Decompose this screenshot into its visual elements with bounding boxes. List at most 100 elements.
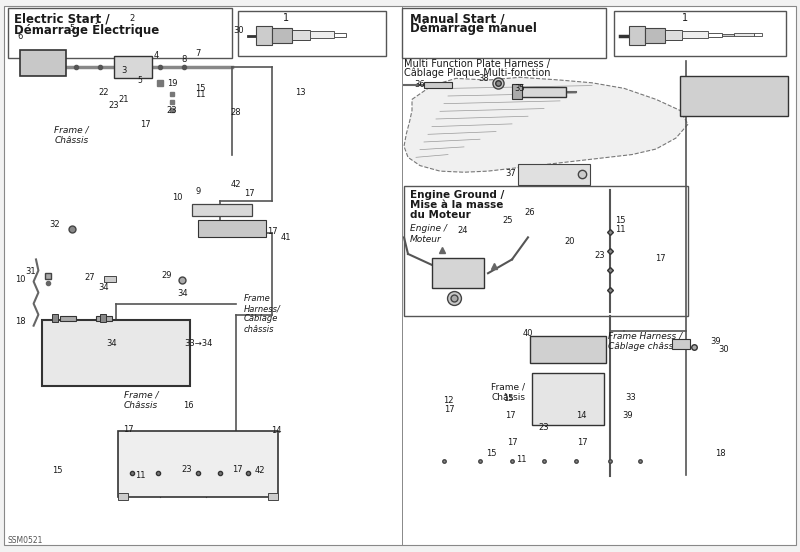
- Text: 23: 23: [108, 102, 119, 110]
- Text: 23: 23: [594, 251, 606, 259]
- Text: 6: 6: [18, 32, 22, 41]
- Bar: [754, 33, 762, 36]
- Text: 17: 17: [140, 120, 151, 129]
- Bar: [114, 56, 152, 78]
- Text: 23: 23: [166, 106, 178, 115]
- Text: 25: 25: [502, 216, 514, 225]
- Bar: [52, 314, 58, 322]
- Text: Electric Start /: Electric Start /: [14, 12, 110, 25]
- Text: 35: 35: [514, 84, 526, 93]
- Bar: [708, 33, 722, 37]
- Text: Démarrage Électrique: Démarrage Électrique: [14, 22, 160, 36]
- Text: 17: 17: [266, 227, 278, 236]
- Text: Multi Function Plate Harness /: Multi Function Plate Harness /: [404, 59, 550, 69]
- Text: 17: 17: [232, 465, 243, 474]
- Bar: [665, 30, 682, 40]
- Bar: [42, 320, 190, 386]
- Text: 1: 1: [682, 13, 688, 23]
- Text: 11: 11: [614, 225, 626, 233]
- Text: 17: 17: [505, 411, 516, 420]
- Text: 38: 38: [478, 75, 490, 83]
- Text: 10: 10: [14, 275, 26, 284]
- Bar: [334, 33, 346, 37]
- Text: 42: 42: [230, 181, 242, 189]
- Bar: [192, 204, 252, 216]
- Bar: [272, 28, 292, 43]
- Text: 3: 3: [122, 66, 126, 75]
- Bar: [424, 82, 452, 88]
- Text: 17: 17: [244, 189, 255, 198]
- Text: 21: 21: [118, 95, 130, 104]
- Text: 34: 34: [98, 283, 110, 291]
- Text: 5: 5: [138, 76, 142, 84]
- Text: 17: 17: [122, 425, 134, 434]
- Text: 16: 16: [182, 401, 194, 410]
- Text: 17: 17: [444, 405, 455, 414]
- Text: 17: 17: [654, 254, 666, 263]
- Text: 11: 11: [134, 471, 146, 480]
- Text: 32: 32: [49, 220, 60, 229]
- Bar: [268, 493, 278, 500]
- Text: SSM0521: SSM0521: [8, 536, 43, 545]
- Text: 13: 13: [294, 88, 306, 97]
- Text: Frame /
Châssis: Frame / Châssis: [54, 125, 89, 145]
- Text: 37: 37: [505, 169, 516, 178]
- Text: 39: 39: [622, 411, 634, 420]
- Text: 10: 10: [172, 193, 183, 202]
- Text: 22: 22: [98, 88, 110, 97]
- Text: 18: 18: [14, 317, 26, 326]
- Text: 15: 15: [614, 216, 626, 225]
- Bar: [432, 258, 484, 288]
- Text: Câblage Plaque Multi-fonction: Câblage Plaque Multi-fonction: [404, 67, 550, 78]
- Bar: [734, 33, 754, 36]
- Text: 23: 23: [181, 465, 192, 474]
- Text: 19: 19: [166, 79, 178, 88]
- Text: 28: 28: [230, 108, 242, 116]
- Text: 4: 4: [154, 51, 158, 60]
- Text: 14: 14: [576, 411, 587, 420]
- Bar: [104, 276, 116, 282]
- Text: 11: 11: [516, 455, 527, 464]
- Bar: [404, 186, 688, 316]
- Bar: [518, 164, 590, 185]
- Bar: [118, 493, 128, 500]
- Text: 12: 12: [442, 396, 454, 405]
- Bar: [8, 8, 232, 58]
- Bar: [96, 316, 112, 321]
- Text: Frame /
Châssis: Frame / Châssis: [491, 382, 525, 402]
- Text: 41: 41: [280, 233, 291, 242]
- Text: 34: 34: [177, 289, 188, 298]
- Bar: [680, 76, 788, 116]
- Text: 23: 23: [538, 423, 550, 432]
- Text: 40: 40: [522, 330, 534, 338]
- Bar: [512, 84, 522, 99]
- Bar: [532, 373, 604, 425]
- Text: 8: 8: [182, 55, 186, 63]
- Bar: [645, 28, 665, 43]
- Text: 17: 17: [577, 438, 588, 447]
- Text: 14: 14: [270, 426, 282, 435]
- Text: Engine /
Moteur: Engine / Moteur: [410, 224, 446, 243]
- Bar: [518, 87, 566, 97]
- Bar: [20, 50, 66, 76]
- Text: 26: 26: [524, 208, 535, 217]
- Bar: [722, 34, 734, 36]
- Text: 33→34: 33→34: [184, 339, 213, 348]
- Text: 11: 11: [194, 91, 206, 99]
- Bar: [256, 26, 272, 45]
- Text: 5: 5: [70, 24, 74, 33]
- Text: 15: 15: [486, 449, 497, 458]
- Text: Frame Harness /
Câblage châssis: Frame Harness / Câblage châssis: [608, 331, 682, 351]
- Bar: [672, 339, 690, 349]
- Text: Frame /
Châssis: Frame / Châssis: [124, 391, 158, 410]
- Text: 2: 2: [130, 14, 134, 23]
- Text: Frame
Harness/
Câblage
châssis: Frame Harness/ Câblage châssis: [244, 294, 281, 334]
- Text: du Moteur: du Moteur: [410, 210, 470, 220]
- Bar: [310, 31, 334, 38]
- Text: 30: 30: [718, 346, 729, 354]
- Polygon shape: [404, 77, 688, 172]
- Text: 24: 24: [457, 226, 468, 235]
- Text: 15: 15: [503, 394, 514, 403]
- Text: 15: 15: [52, 466, 63, 475]
- Bar: [530, 336, 606, 363]
